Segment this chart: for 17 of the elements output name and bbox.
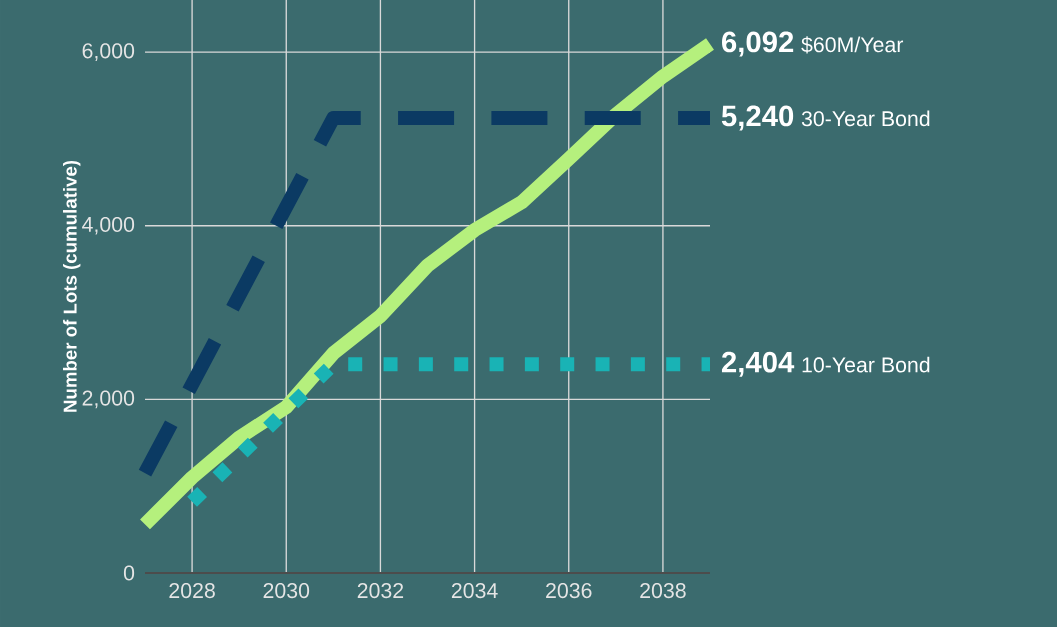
data-label: 2,404 — [721, 351, 795, 377]
x-tick-label: 2038 — [640, 583, 686, 599]
x-tick-label: 2034 — [451, 583, 498, 599]
y-tick-label: 4,000 — [82, 216, 135, 235]
y-tick-label: 6,000 — [82, 43, 135, 61]
y-tick-label: 2,000 — [82, 390, 135, 409]
data-label: 6,092 — [722, 31, 794, 57]
data-label: 5,240 — [721, 105, 794, 131]
x-tick-label: 2028 — [169, 583, 215, 599]
x-tick-label: 2030 — [263, 583, 310, 599]
y-axis-title: Number of Lots (cumulative) — [63, 160, 81, 412]
y-tick-label: 0 — [123, 565, 135, 581]
text: 10-Year Bond — [802, 356, 930, 373]
text: 30-Year Bond — [801, 110, 930, 127]
text: $60M/Year — [801, 36, 904, 54]
x-tick-label: 2032 — [357, 583, 404, 599]
x-tick-label: 2036 — [546, 583, 592, 599]
